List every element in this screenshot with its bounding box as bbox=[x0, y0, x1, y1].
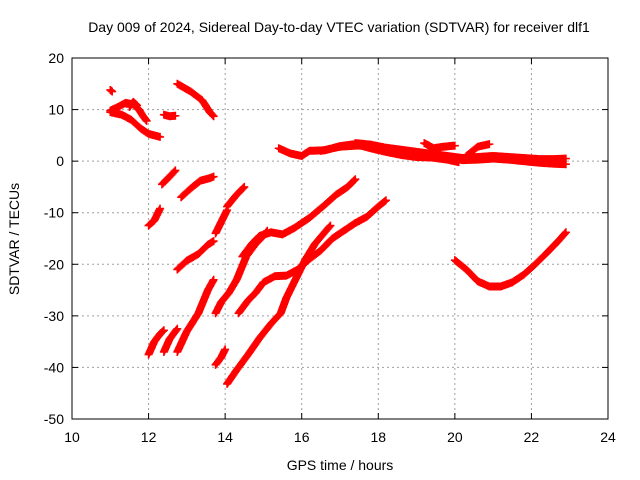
series-arc-z bbox=[450, 228, 570, 291]
y-tick-label: 10 bbox=[48, 102, 64, 118]
grid bbox=[72, 58, 608, 419]
x-tick-labels: 10 12 14 16 18 20 22 24 bbox=[64, 429, 616, 445]
x-tick-label: 16 bbox=[294, 429, 310, 445]
series-arc-m bbox=[173, 275, 218, 356]
y-tick-label: -30 bbox=[44, 308, 64, 324]
series-arc-w bbox=[351, 139, 570, 164]
y-axis-label: SDTVAR / TECUs bbox=[6, 183, 22, 295]
series-arc-s bbox=[223, 221, 335, 388]
series-arc-i bbox=[144, 204, 165, 230]
y-tick-label: 20 bbox=[48, 50, 64, 66]
x-tick-label: 12 bbox=[141, 429, 157, 445]
series-arc-f bbox=[173, 79, 218, 121]
series-arc-x bbox=[420, 139, 459, 153]
x-tick-label: 14 bbox=[217, 429, 233, 445]
series-arc-l bbox=[159, 324, 182, 356]
series-arc-o bbox=[223, 182, 249, 211]
series-arc-y bbox=[462, 140, 494, 160]
series-arc-q bbox=[211, 345, 230, 369]
series-arc-c bbox=[106, 108, 165, 141]
x-tick-label: 20 bbox=[447, 429, 463, 445]
data-series bbox=[106, 79, 570, 388]
y-tick-label: -50 bbox=[44, 411, 64, 427]
chart-title: Day 009 of 2024, Sidereal Day-to-day VTE… bbox=[88, 19, 590, 35]
y-tick-label: -20 bbox=[44, 256, 64, 272]
x-tick-label: 10 bbox=[64, 429, 80, 445]
x-tick-label: 24 bbox=[600, 429, 616, 445]
x-axis-label: GPS time / hours bbox=[287, 457, 394, 473]
series-arc-k bbox=[144, 326, 168, 359]
series-arc-d bbox=[125, 97, 142, 111]
x-tick-label: 22 bbox=[524, 429, 540, 445]
series-arc-p bbox=[211, 226, 272, 318]
y-tick-label: 0 bbox=[56, 153, 64, 169]
series-arc-n bbox=[211, 206, 232, 238]
series-arc-g bbox=[157, 166, 180, 189]
y-tick-label: -40 bbox=[44, 359, 64, 375]
y-tick-label: -10 bbox=[44, 205, 64, 221]
y-tick-labels: -50 -40 -30 -20 -10 0 10 20 bbox=[44, 50, 64, 427]
x-tick-label: 18 bbox=[370, 429, 386, 445]
plot-frame bbox=[71, 57, 609, 420]
series-arc-j bbox=[173, 237, 218, 274]
series-arc-t bbox=[234, 196, 390, 318]
axis-ticks bbox=[71, 57, 609, 420]
series-arc-h bbox=[177, 172, 218, 202]
series-arc-r bbox=[238, 175, 360, 261]
series-arc-e bbox=[159, 110, 180, 121]
series-arc-a bbox=[106, 85, 117, 96]
